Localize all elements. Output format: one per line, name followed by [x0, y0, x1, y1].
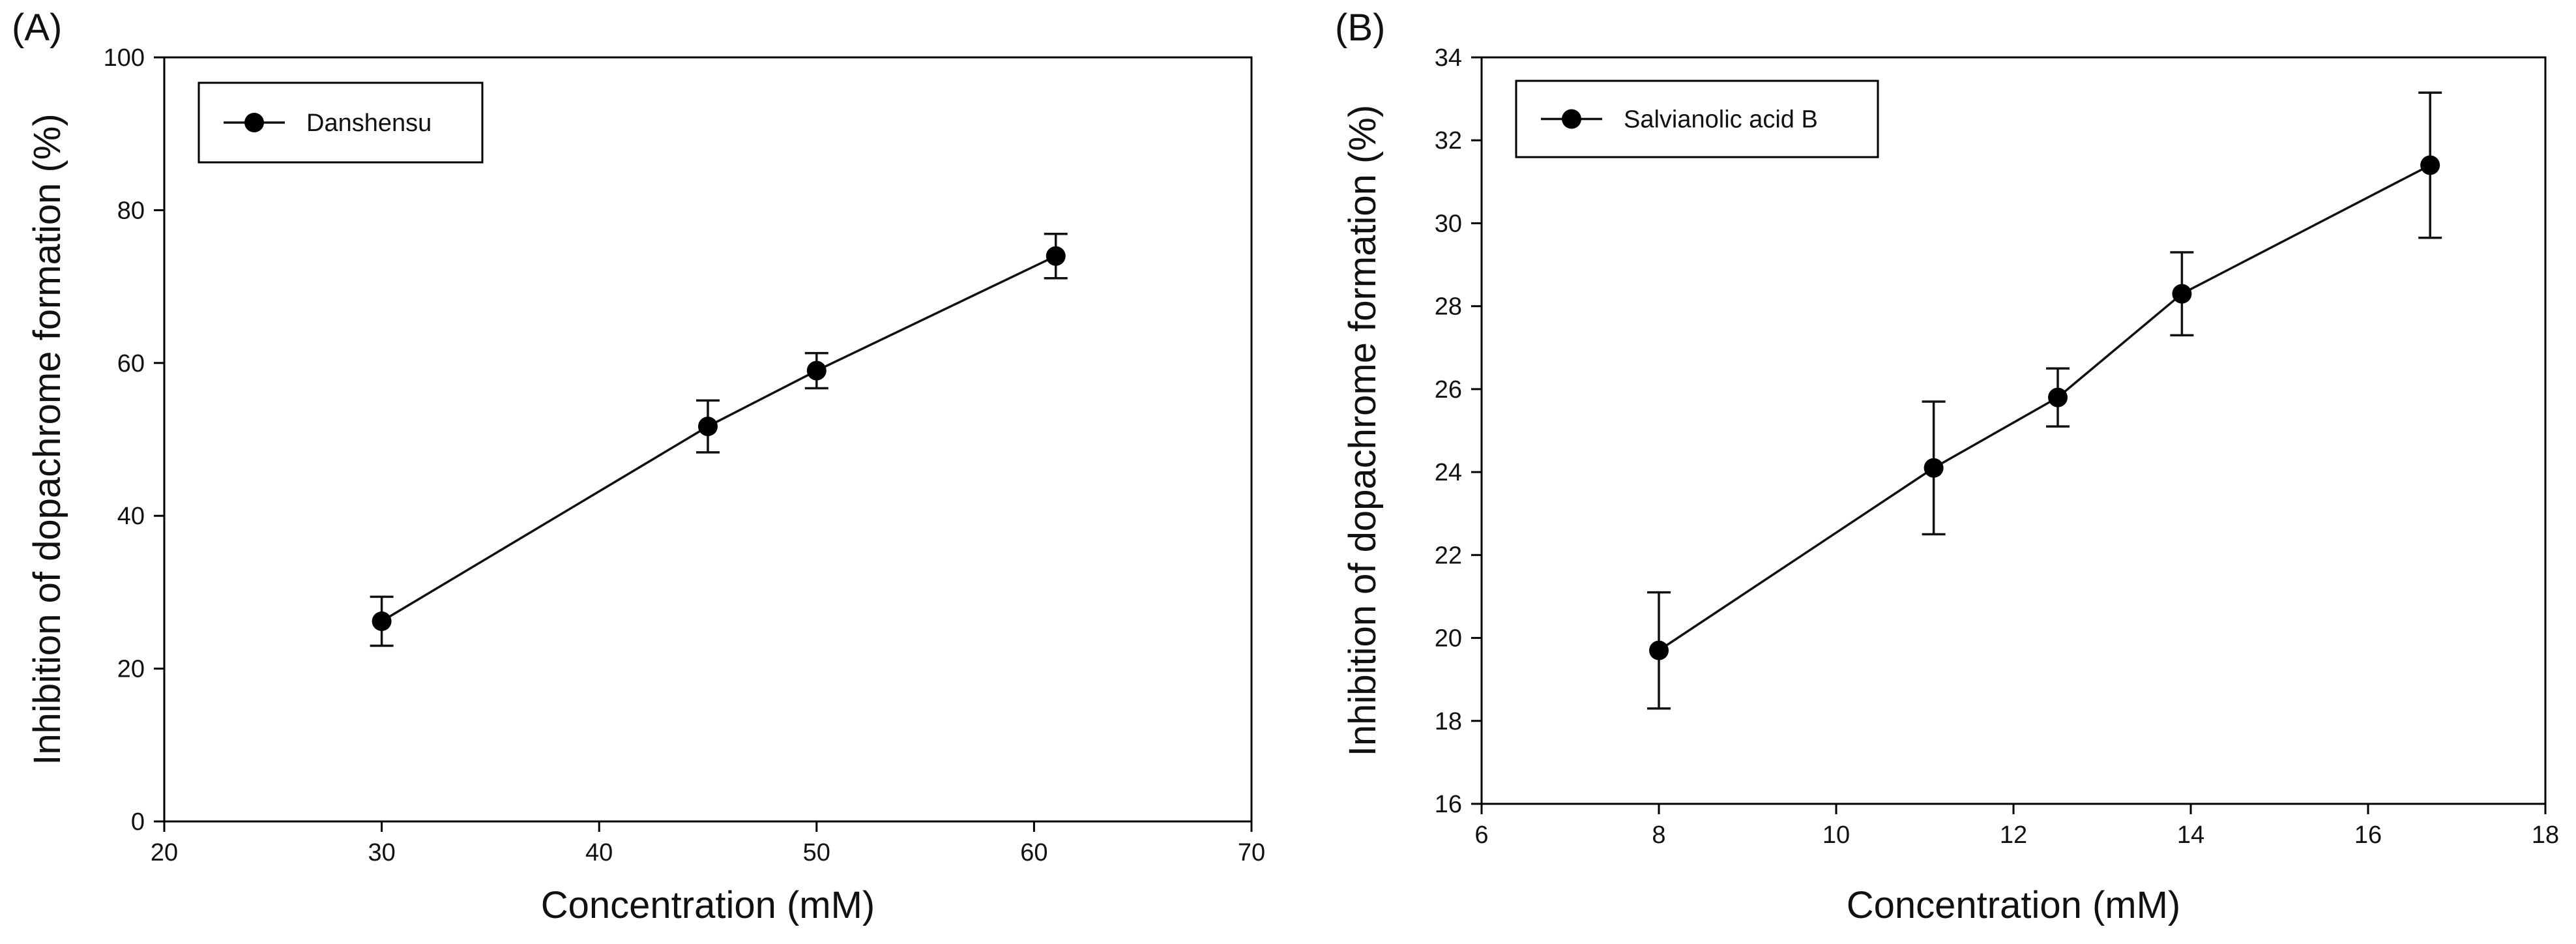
y-tick-label: 24	[1435, 459, 1462, 486]
y-tick-label: 40	[117, 503, 145, 530]
x-tick-label: 70	[1238, 839, 1265, 866]
plot-frame	[163, 56, 1253, 823]
y-tick-label: 16	[1435, 791, 1462, 818]
data-point	[1046, 246, 1066, 266]
y-tick-label: 18	[1435, 708, 1462, 735]
x-tick-label: 30	[368, 839, 395, 866]
series-line	[381, 255, 1057, 623]
x-tick-label: 10	[1822, 821, 1850, 849]
x-axis-title: Concentration (mM)	[1847, 884, 2180, 926]
y-tick-label: 28	[1435, 293, 1462, 321]
y-tick-label: 30	[1435, 210, 1462, 237]
data-point	[806, 361, 827, 381]
y-tick-label: 20	[1435, 625, 1462, 653]
data-point	[372, 611, 392, 631]
data-point	[2420, 155, 2440, 175]
x-axis-title: Concentration (mM)	[541, 884, 875, 926]
y-tick-label: 22	[1435, 542, 1462, 569]
legend-label: Danshensu	[306, 110, 432, 137]
y-tick-label: 20	[117, 656, 145, 683]
x-tick-label: 18	[2532, 821, 2559, 849]
y-tick-label: 80	[117, 197, 145, 224]
y-tick-label: 34	[1435, 44, 1462, 72]
x-tick-label: 40	[585, 839, 613, 866]
panel-label: (B)	[1335, 7, 1385, 49]
x-tick-label: 16	[2354, 821, 2382, 849]
series-line	[1658, 164, 2431, 652]
y-tick-label: 32	[1435, 127, 1462, 155]
x-tick-label: 14	[2177, 821, 2204, 849]
y-axis-title: Inhibition of dopachrome formation (%)	[1341, 105, 1384, 756]
data-point	[698, 417, 718, 437]
x-tick-label: 8	[1652, 821, 1665, 849]
x-tick-label: 20	[151, 839, 178, 866]
y-tick-label: 0	[131, 808, 145, 836]
y-axis-title: Inhibition of dopachrome formation (%)	[26, 113, 68, 765]
panel-label: (A)	[12, 7, 62, 49]
legend-label: Salvianolic acid B	[1624, 106, 1818, 134]
y-tick-label: 60	[117, 350, 145, 377]
chart-panel-b: (B) 6 8 10 12 14 16 18 16 18 20 22 24 26 28 30 32 34 Conce…	[1335, 7, 2559, 926]
y-tick-label: 100	[104, 44, 145, 72]
x-tick-label: 60	[1020, 839, 1047, 866]
chart-panel-a: (A)20 30 40 50 60 70020406080100Concentration…	[12, 7, 1265, 926]
plot-frame	[1480, 56, 2547, 805]
x-tick-label: 50	[803, 839, 830, 866]
data-point	[2172, 284, 2192, 304]
data-point	[1924, 458, 1944, 478]
data-point	[2048, 387, 2068, 407]
x-tick-label: 6	[1474, 821, 1488, 849]
legend-marker	[1562, 109, 1581, 129]
y-tick-label: 26	[1435, 376, 1462, 404]
x-tick-label: 12	[2000, 821, 2027, 849]
legend-marker	[244, 113, 264, 132]
data-point	[1649, 640, 1669, 660]
